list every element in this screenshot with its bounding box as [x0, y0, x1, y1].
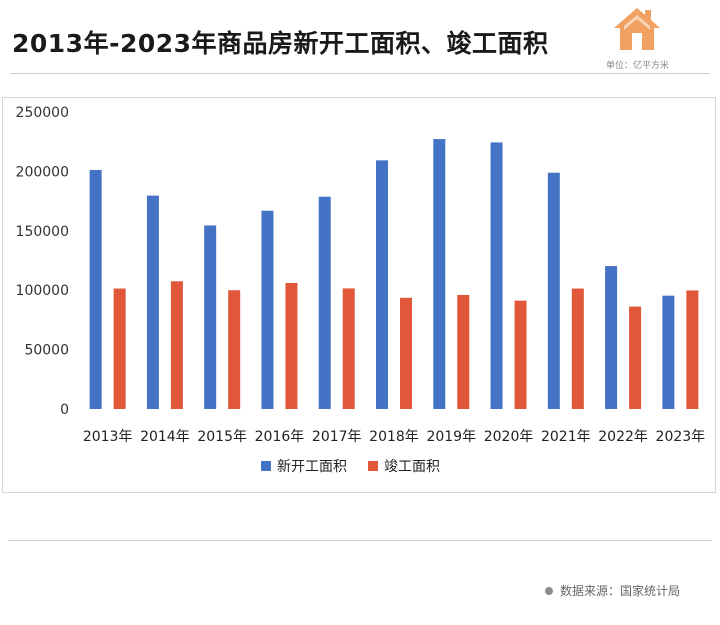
x-tick-label: 2018年: [369, 429, 419, 445]
bar-completed: [285, 282, 298, 409]
bar-new-start: [204, 225, 217, 409]
bar-completed: [629, 306, 642, 409]
x-tick-label: 2014年: [140, 429, 190, 445]
bar-completed: [228, 290, 241, 409]
bar-new-start: [261, 210, 274, 409]
x-tick-label: 2023年: [656, 429, 706, 445]
bar-new-start: [662, 295, 675, 409]
house-icon: [614, 8, 660, 50]
x-tick-label: 2020年: [484, 429, 534, 445]
bar-new-start: [490, 142, 503, 410]
y-tick-label: 150000: [16, 224, 69, 240]
source-text: 数据来源：国家统计局: [559, 584, 680, 598]
bar-new-start: [433, 139, 446, 409]
x-tick-label: 2016年: [255, 429, 305, 445]
bar-completed: [686, 290, 699, 409]
y-tick-label: 50000: [24, 343, 69, 359]
bar-completed: [571, 288, 584, 409]
bar-completed: [457, 294, 470, 409]
bar-completed: [113, 288, 126, 409]
bar-completed: [400, 297, 412, 409]
bar-new-start: [376, 160, 388, 409]
x-tick-label: 2017年: [312, 429, 362, 445]
legend-swatch: [368, 461, 378, 471]
y-tick-label: 100000: [16, 283, 69, 299]
legend-swatch: [261, 461, 271, 471]
bar-new-start: [89, 169, 102, 409]
bar-new-start: [146, 195, 159, 409]
y-tick-label: 200000: [16, 164, 69, 180]
legend-label: 新开工面积: [277, 459, 347, 475]
legend-label: 竣工面积: [384, 459, 440, 475]
page-title: 2013年-2023年商品房新开工面积、竣工面积: [12, 29, 549, 58]
source-note: 数据来源：国家统计局: [544, 582, 680, 599]
bar-new-start: [547, 172, 560, 409]
x-tick-label: 2019年: [426, 429, 476, 445]
unit-label: 单位：亿平方米: [606, 61, 670, 71]
x-tick-label: 2015年: [197, 429, 247, 445]
bar-completed: [514, 300, 527, 409]
y-tick-label: 250000: [16, 105, 69, 121]
bullet-icon: [544, 586, 553, 595]
y-tick-label: 0: [60, 402, 69, 418]
bar-completed: [342, 288, 355, 409]
bar-new-start: [605, 266, 618, 409]
bar-completed: [170, 281, 183, 409]
title-divider: [10, 73, 710, 74]
chart-area: 0 50000 100000 150000 200000 250000 2013年 2014年…: [2, 97, 716, 493]
x-tick-label: 2013年: [83, 429, 133, 445]
bar-new-start: [318, 196, 331, 409]
bar-chart: 0 50000 100000 150000 200000 250000 2013年 2014年…: [16, 105, 706, 475]
footer-divider: [8, 540, 712, 541]
x-tick-label: 2021年: [541, 429, 591, 445]
x-tick-label: 2022年: [598, 429, 648, 445]
